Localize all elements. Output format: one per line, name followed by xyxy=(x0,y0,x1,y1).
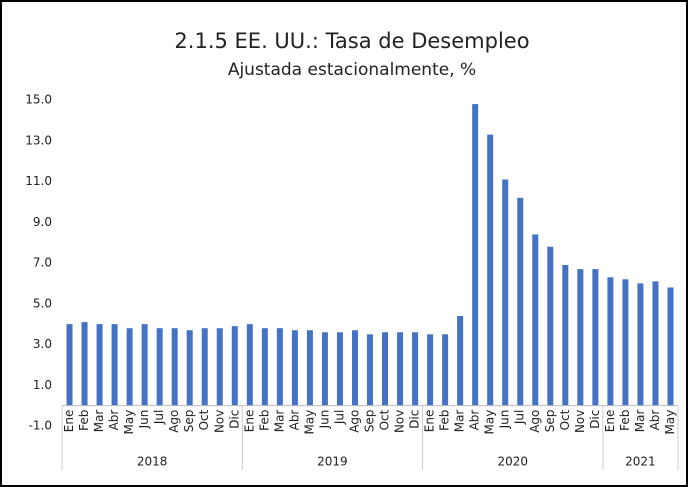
bar xyxy=(66,324,73,406)
y-tick-label: 9.0 xyxy=(33,215,52,229)
x-tick-label: Jun xyxy=(317,410,331,430)
bar xyxy=(412,332,419,406)
x-tick-label: Abr xyxy=(107,410,121,431)
bar xyxy=(427,334,434,406)
y-tick-label: 3.0 xyxy=(33,337,52,351)
bar xyxy=(81,322,88,406)
x-tick-label: Feb xyxy=(438,410,452,431)
bar xyxy=(667,287,674,406)
bar xyxy=(652,281,659,406)
bar xyxy=(246,324,253,406)
bar xyxy=(336,332,343,406)
bar xyxy=(291,330,298,406)
x-tick-label: Dic xyxy=(408,410,422,429)
x-tick-label: Oct xyxy=(378,409,392,430)
x-tick-label: Mar xyxy=(92,410,106,433)
bar xyxy=(457,315,464,406)
x-tick-label: May xyxy=(663,410,677,435)
x-tick-label: Nov xyxy=(573,410,587,433)
bar xyxy=(186,330,193,406)
y-tick-label: 5.0 xyxy=(33,296,52,310)
x-tick-label: Mar xyxy=(453,410,467,433)
x-tick-label: Sep xyxy=(182,410,196,433)
y-tick-label: 1.0 xyxy=(33,378,52,392)
bar xyxy=(141,324,148,406)
x-tick-label: Sep xyxy=(543,410,557,433)
y-tick-label: 15.0 xyxy=(25,93,52,107)
bar xyxy=(216,328,223,406)
bar xyxy=(156,328,163,406)
bar xyxy=(607,277,614,406)
x-tick-label: May xyxy=(122,410,136,435)
x-tick-label: Abr xyxy=(287,410,301,431)
bar xyxy=(472,104,479,406)
group-label: 2020 xyxy=(497,455,528,469)
bar xyxy=(111,324,118,406)
bar xyxy=(547,246,554,406)
x-tick-label: Mar xyxy=(272,410,286,433)
x-tick-label: Dic xyxy=(227,410,241,429)
x-tick-label: Abr xyxy=(648,410,662,431)
bar xyxy=(577,269,584,406)
bar xyxy=(201,328,208,406)
bar xyxy=(562,265,569,406)
x-tick-label: May xyxy=(483,410,497,435)
x-tick-label: Dic xyxy=(588,410,602,429)
chart-subtitle: Ajustada estacionalmente, % xyxy=(228,60,476,80)
bar xyxy=(306,330,313,406)
x-tick-label: Oct xyxy=(197,409,211,430)
x-tick-label: Jul xyxy=(332,410,346,425)
chart-title: 2.1.5 EE. UU.: Tasa de Desempleo xyxy=(174,29,529,53)
x-tick-label: Jul xyxy=(152,410,166,425)
y-tick-label: -1.0 xyxy=(29,419,52,433)
x-tick-label: Mar xyxy=(633,410,647,433)
bar xyxy=(532,234,539,406)
x-tick-label: Ene xyxy=(242,410,256,433)
bar xyxy=(276,328,283,406)
bar xyxy=(517,197,524,406)
x-tick-label: Jun xyxy=(137,410,151,430)
x-tick-label: Feb xyxy=(77,410,91,431)
x-tick-label: Ene xyxy=(603,410,617,433)
bar xyxy=(126,328,133,406)
y-tick-label: 7.0 xyxy=(33,256,52,270)
x-tick-label: Ago xyxy=(167,410,181,433)
bar xyxy=(96,324,103,406)
x-tick-label: Ene xyxy=(62,410,76,433)
bar xyxy=(637,283,644,406)
group-label: 2021 xyxy=(625,455,656,469)
x-tick-label: Ago xyxy=(347,410,361,433)
x-tick-label: Ene xyxy=(423,410,437,433)
bar xyxy=(442,334,449,406)
bar xyxy=(321,332,328,406)
bar xyxy=(397,332,404,406)
x-tick-label: May xyxy=(302,410,316,435)
x-tick-label: Ago xyxy=(528,410,542,433)
bar xyxy=(502,179,509,406)
x-tick-label: Oct xyxy=(558,409,572,430)
x-tick-label: Feb xyxy=(257,410,271,431)
x-tick-label: Jun xyxy=(498,410,512,430)
bar xyxy=(367,334,373,406)
x-tick-label: Nov xyxy=(212,410,226,433)
bar xyxy=(171,328,178,406)
bar xyxy=(592,269,599,406)
bar xyxy=(487,134,494,406)
group-label: 2018 xyxy=(137,455,168,469)
x-tick-label: Abr xyxy=(468,410,482,431)
y-tick-label: 13.0 xyxy=(25,133,52,147)
bar xyxy=(622,279,629,406)
y-tick-label: 11.0 xyxy=(25,174,52,188)
bar xyxy=(382,332,389,406)
group-label: 2019 xyxy=(317,455,348,469)
bar xyxy=(231,326,238,406)
x-tick-label: Jul xyxy=(513,410,527,425)
x-tick-label: Feb xyxy=(618,410,632,431)
bar xyxy=(261,328,268,406)
bar xyxy=(351,330,358,406)
x-tick-label: Nov xyxy=(393,410,407,433)
x-tick-label: Sep xyxy=(363,410,377,433)
